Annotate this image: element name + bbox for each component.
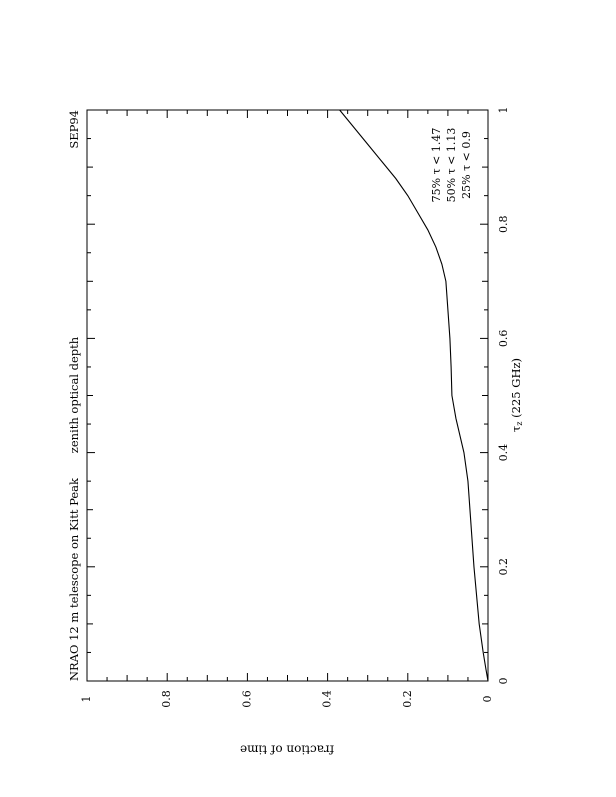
x-tick-label: 0.4 — [497, 444, 510, 462]
x-tick-label: 0.6 — [497, 330, 510, 348]
x-tick-label: 0.8 — [497, 215, 510, 233]
x-axis-label: τz (225 GHz) — [509, 358, 524, 432]
chart-title-left: NRAO 12 m telescope on Kitt Peak — [67, 477, 81, 681]
x-tick-label: 1 — [497, 107, 510, 114]
annotation-text: 50% τ < 1.13 — [445, 128, 458, 203]
y-tick-label: 0.4 — [321, 690, 334, 708]
chart-title-center: zenith optical depth — [67, 336, 81, 453]
annotation-text: 25% τ < 0.9 — [460, 131, 473, 199]
x-axis-label-rest: (225 GHz) — [509, 358, 523, 422]
y-tick-label: 0.8 — [160, 690, 173, 708]
x-axis-label-subscript: z — [515, 421, 524, 425]
y-tick-label: 0.2 — [401, 690, 414, 708]
y-axis-label: fraction of time — [240, 743, 334, 757]
y-tick-label: 0.6 — [240, 690, 253, 708]
plot-layer: 0 0.2 0.4 0.6 0.8 1 0 0.2 0.4 0.6 0.8 1 NRAO 12 m te… — [67, 107, 524, 757]
x-tick-label: 0.2 — [497, 558, 510, 576]
x-axis-label-symbol: τ — [509, 426, 523, 432]
x-tick-label: 0 — [497, 678, 510, 685]
y-tick-label: 1 — [80, 696, 93, 703]
y-tick-label: 0 — [481, 696, 494, 703]
annotation-text: 75% τ < 1.47 — [430, 128, 443, 203]
series-line — [339, 109, 489, 682]
chart-title-right: SEP94 — [67, 110, 81, 149]
plot-frame — [86, 109, 489, 682]
